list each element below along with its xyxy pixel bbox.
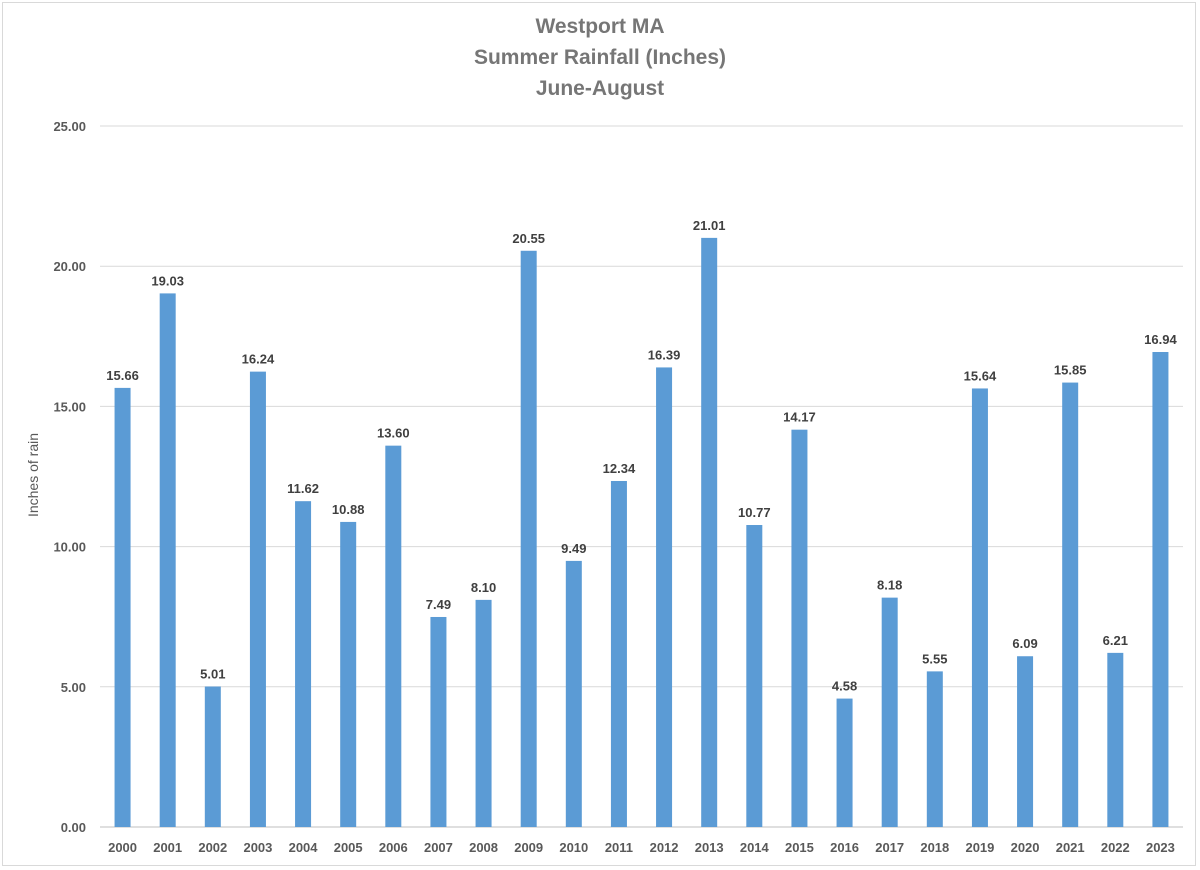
x-tick-label: 2017: [875, 840, 904, 855]
data-label: 5.01: [200, 667, 225, 682]
x-tick-label: 2021: [1056, 840, 1085, 855]
x-tick-label: 2015: [785, 840, 814, 855]
data-label: 10.88: [332, 502, 365, 517]
bar: [475, 599, 492, 827]
data-label: 16.24: [242, 352, 275, 367]
x-tick-label: 2007: [424, 840, 453, 855]
data-label: 20.55: [512, 231, 545, 246]
data-label: 16.39: [648, 347, 681, 362]
bar: [971, 388, 988, 827]
y-tick-label: 20.00: [53, 259, 86, 274]
data-label: 6.09: [1012, 636, 1037, 651]
bar: [340, 521, 357, 827]
data-label: 14.17: [783, 410, 816, 425]
bar: [610, 480, 627, 827]
x-tick-label: 2003: [243, 840, 272, 855]
data-label: 13.60: [377, 426, 410, 441]
data-label: 9.49: [561, 541, 586, 556]
data-labels: 15.66 19.03 5.01 16.24 11.62 10.88 13.60 7.49 8.…: [106, 218, 1177, 694]
x-tick-label: 2012: [650, 840, 679, 855]
bar: [1017, 656, 1034, 827]
data-label: 12.34: [603, 461, 636, 476]
x-axis-ticks: 2000 2001 2002 2003 2004 2005 2006 2007 2008 2009…: [108, 840, 1175, 855]
x-tick-label: 2022: [1101, 840, 1130, 855]
bar: [1062, 382, 1079, 827]
gridlines: [100, 125, 1183, 828]
bar: [295, 501, 312, 827]
data-label: 8.18: [877, 578, 902, 593]
data-label: 15.85: [1054, 363, 1087, 378]
data-label: 16.94: [1144, 332, 1177, 347]
chart-title-line-2: Summer Rainfall (Inches): [473, 46, 727, 69]
x-tick-label: 2023: [1146, 840, 1175, 855]
data-label: 15.64: [964, 368, 997, 383]
x-tick-label: 2002: [198, 840, 227, 855]
bar: [701, 237, 718, 828]
bar: [159, 293, 176, 827]
x-tick-label: 2010: [559, 840, 588, 855]
data-label: 6.21: [1103, 633, 1128, 648]
bar: [114, 387, 131, 827]
y-axis-ticks: 0.00 5.00 10.00 15.00 20.00 25.00: [53, 119, 86, 835]
bar: [1107, 652, 1124, 827]
data-label: 21.01: [693, 218, 726, 233]
bar: [430, 616, 447, 827]
y-tick-label: 5.00: [61, 680, 86, 695]
bar: [836, 698, 853, 827]
x-tick-label: 2013: [695, 840, 724, 855]
bar: [656, 367, 673, 827]
x-tick-label: 2011: [605, 840, 633, 855]
data-label: 7.49: [426, 597, 451, 612]
y-tick-label: 10.00: [53, 540, 86, 555]
x-tick-label: 2016: [830, 840, 859, 855]
bar: [204, 686, 221, 827]
x-tick-label: 2004: [289, 840, 319, 855]
x-tick-label: 2006: [379, 840, 408, 855]
data-label: 5.55: [922, 651, 947, 666]
bar: [565, 560, 582, 827]
data-label: 19.03: [151, 273, 184, 288]
x-tick-label: 2009: [514, 840, 543, 855]
data-label: 15.66: [106, 368, 139, 383]
x-tick-label: 2005: [334, 840, 363, 855]
chart-title-line-3: June-August: [535, 77, 665, 100]
x-tick-label: 2008: [469, 840, 498, 855]
bar: [926, 671, 943, 827]
data-label: 11.62: [287, 481, 319, 496]
x-tick-label: 2000: [108, 840, 137, 855]
x-tick-label: 2018: [920, 840, 949, 855]
data-label: 8.10: [471, 580, 496, 595]
y-tick-label: 15.00: [53, 399, 86, 414]
x-tick-label: 2014: [740, 840, 770, 855]
bar: [249, 371, 266, 827]
bar: [520, 250, 537, 827]
x-tick-label: 2019: [965, 840, 994, 855]
y-tick-label: 25.00: [53, 119, 86, 134]
bars: [114, 237, 1169, 828]
chart-title-line-1: Westport MA: [535, 15, 665, 38]
bar: [746, 525, 763, 827]
data-label: 10.77: [738, 505, 771, 520]
x-tick-label: 2001: [153, 840, 182, 855]
data-label: 4.58: [832, 679, 857, 694]
bar: [881, 597, 898, 827]
bar: [791, 429, 808, 827]
bar: [1152, 352, 1169, 827]
y-axis-title: Inches of rain: [25, 433, 41, 517]
x-tick-label: 2020: [1011, 840, 1040, 855]
y-tick-label: 0.00: [61, 820, 86, 835]
bar: [385, 445, 402, 827]
